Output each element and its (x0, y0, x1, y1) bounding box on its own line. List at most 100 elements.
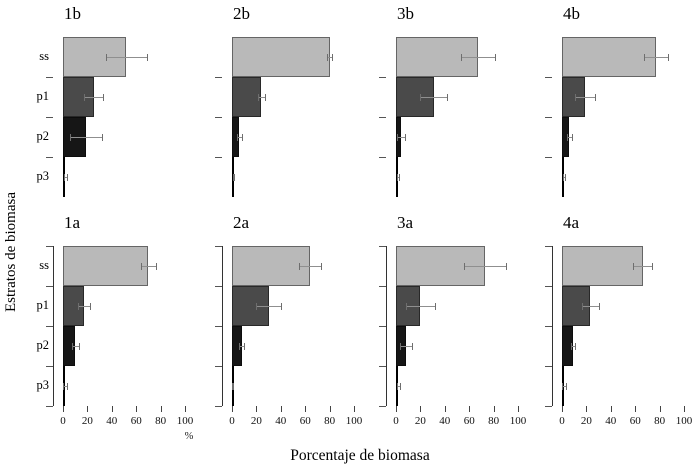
errorbar-cap (494, 54, 496, 61)
category-tick (215, 366, 222, 367)
category-tick (215, 246, 222, 247)
errorbar-cap (264, 94, 266, 101)
panel-title-1a: 1a (64, 213, 81, 232)
x-tick-label: 60 (629, 415, 641, 427)
bar-2b-ss (232, 37, 330, 77)
errorbar-cap (102, 134, 104, 141)
x-tick-label: 40 (106, 415, 118, 427)
errorbar-cap (155, 263, 157, 270)
x-tick-label: 60 (130, 415, 142, 427)
x-tick (420, 406, 422, 412)
category-tick (215, 286, 222, 287)
errorbar-cap (70, 134, 72, 141)
errorbar-cap (257, 94, 259, 101)
errorbar-cap (571, 134, 573, 141)
x-tick (280, 406, 282, 412)
errorbar-4a-p2 (570, 346, 576, 347)
errorbar-2b-p2 (236, 137, 242, 138)
x-tick (396, 406, 397, 412)
category-tick (379, 117, 386, 118)
category-tick (379, 157, 386, 158)
x-tick (63, 406, 64, 412)
category-tick (545, 406, 552, 407)
x-tick-label: 80 (488, 415, 500, 427)
errorbar-cap (141, 263, 143, 270)
errorbar-cap (562, 174, 564, 181)
x-tick-label: 0 (229, 415, 235, 427)
errorbar-cap (332, 54, 334, 61)
y-axis-line (552, 246, 553, 406)
errorbar-cap (652, 263, 654, 270)
errorbar-cap (404, 134, 406, 141)
x-tick-label: 40 (275, 415, 287, 427)
errorbar-cap (464, 263, 466, 270)
errorbar-cap (598, 303, 600, 310)
bar-4a-ss (562, 246, 643, 286)
errorbar-2b-ss (327, 57, 333, 58)
errorbar-cap (147, 54, 149, 61)
category-tick (379, 77, 386, 78)
category-tick (46, 246, 53, 247)
category-label-ss-1b: ss (39, 49, 49, 63)
errorbar-cap (66, 174, 68, 181)
x-tick-label: 80 (155, 415, 167, 427)
x-tick (635, 406, 637, 412)
errorbar-cap (236, 134, 238, 141)
category-tick (46, 77, 53, 78)
errorbar-cap (77, 303, 79, 310)
category-label-p1-1a: p1 (36, 298, 50, 312)
x-tick-label: 40 (605, 415, 617, 427)
category-label-p2-1b: p2 (36, 129, 50, 143)
category-label-p3-1b: p3 (36, 169, 50, 183)
x-tick-label: 20 (250, 415, 262, 427)
category-tick (545, 157, 552, 158)
errorbar-cap (105, 54, 107, 61)
category-tick (545, 286, 552, 287)
errorbar-1b-p2 (70, 137, 103, 138)
x-tick (185, 406, 186, 412)
errorbar-cap (411, 343, 413, 350)
errorbar-cap (396, 383, 398, 390)
errorbar-cap (566, 134, 568, 141)
x-tick (111, 406, 113, 412)
category-label-p2-1a: p2 (36, 338, 50, 352)
bar-4b-ss (562, 37, 656, 77)
errorbar-cap (594, 94, 596, 101)
errorbar-1a-p2 (71, 346, 79, 347)
panel-title-2a: 2a (233, 213, 250, 232)
errorbar-2a-p1 (256, 306, 281, 307)
errorbar-3b-ss (460, 57, 495, 58)
errorbar-3a-p1 (405, 306, 436, 307)
errorbar-1a-p1 (77, 306, 90, 307)
x-tick-label: 60 (463, 415, 475, 427)
errorbar-cap (241, 134, 243, 141)
errorbar-2b-p1 (257, 97, 265, 98)
x-tick (586, 406, 588, 412)
errorbar-cap (575, 343, 577, 350)
category-tick (545, 246, 552, 247)
x-tick (469, 406, 471, 412)
x-tick-label: 20 (414, 415, 426, 427)
panel-title-3a: 3a (397, 213, 414, 232)
errorbar-4a-p3 (562, 386, 566, 387)
errorbar-cap (78, 343, 80, 350)
x-tick (256, 406, 258, 412)
category-tick (215, 326, 222, 327)
x-tick-label: 20 (81, 415, 93, 427)
errorbar-4a-ss (632, 266, 653, 267)
category-tick (46, 406, 53, 407)
errorbar-cap (505, 263, 507, 270)
x-tick (518, 406, 519, 412)
errorbar-cap (399, 174, 401, 181)
errorbar-cap (64, 174, 66, 181)
category-tick (46, 366, 53, 367)
errorbar-cap (562, 383, 563, 390)
x-tick (329, 406, 331, 412)
category-tick (46, 326, 53, 327)
errorbar-4a-p1 (581, 306, 599, 307)
errorbar-3b-p3 (396, 177, 400, 178)
errorbar-cap (396, 174, 398, 181)
x-tick-label: 0 (60, 415, 66, 427)
errorbar-3b-p1 (420, 97, 448, 98)
